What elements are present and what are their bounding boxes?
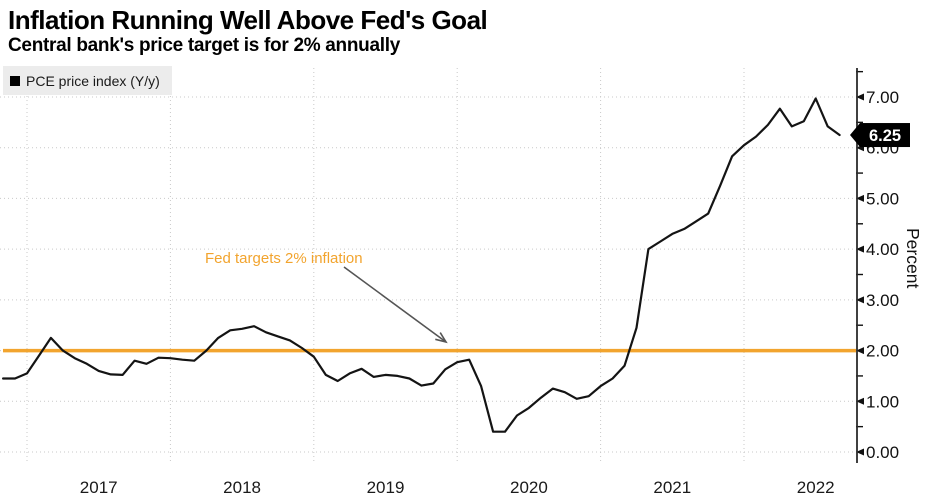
y-axis-tick-label: 2.00 [866, 342, 899, 361]
legend-series-marker-icon [10, 75, 20, 86]
fed-target-annotation: Fed targets 2% inflation [205, 250, 363, 267]
x-axis-tick-label: 2022 [797, 478, 835, 497]
y-major-tick [856, 448, 864, 456]
y-major-tick [856, 245, 864, 253]
y-axis-tick-label: 0.00 [866, 443, 899, 462]
y-major-tick [856, 194, 864, 202]
badge-value: 6.25 [869, 127, 901, 145]
x-axis-tick-label: 2020 [510, 478, 548, 497]
y-axis-title: Percent [903, 228, 923, 288]
annotation-arrow [343, 266, 447, 343]
page-subtitle: Central bank's price target is for 2% an… [8, 35, 400, 56]
y-axis-tick-label: 4.00 [866, 240, 899, 259]
y-axis-tick-label: 7.00 [866, 88, 899, 107]
legend-series-label: PCE price index (Y/y) [26, 72, 160, 89]
y-major-tick [856, 397, 864, 405]
x-axis-tick-label: 2021 [653, 478, 691, 497]
page-title: Inflation Running Well Above Fed's Goal [8, 5, 488, 35]
pce-series-line [1, 97, 841, 433]
y-axis-tick-label: 5.00 [866, 189, 899, 208]
y-axis-tick-label: 3.00 [866, 291, 899, 310]
x-axis-tick-label: 2018 [223, 478, 261, 497]
badge-pointer-icon [850, 123, 860, 148]
x-axis-tick-label: 2017 [80, 478, 118, 497]
last-value-badge: 6.25 [850, 123, 910, 148]
annotation-arrowhead-icon [435, 332, 448, 344]
y-axis-tick-label: 1.00 [866, 392, 899, 411]
y-major-tick [856, 93, 864, 101]
y-major-tick [856, 296, 864, 304]
x-axis-tick-label: 2019 [367, 478, 405, 497]
legend: PCE price index (Y/y) [3, 66, 172, 95]
y-major-tick [856, 347, 864, 355]
